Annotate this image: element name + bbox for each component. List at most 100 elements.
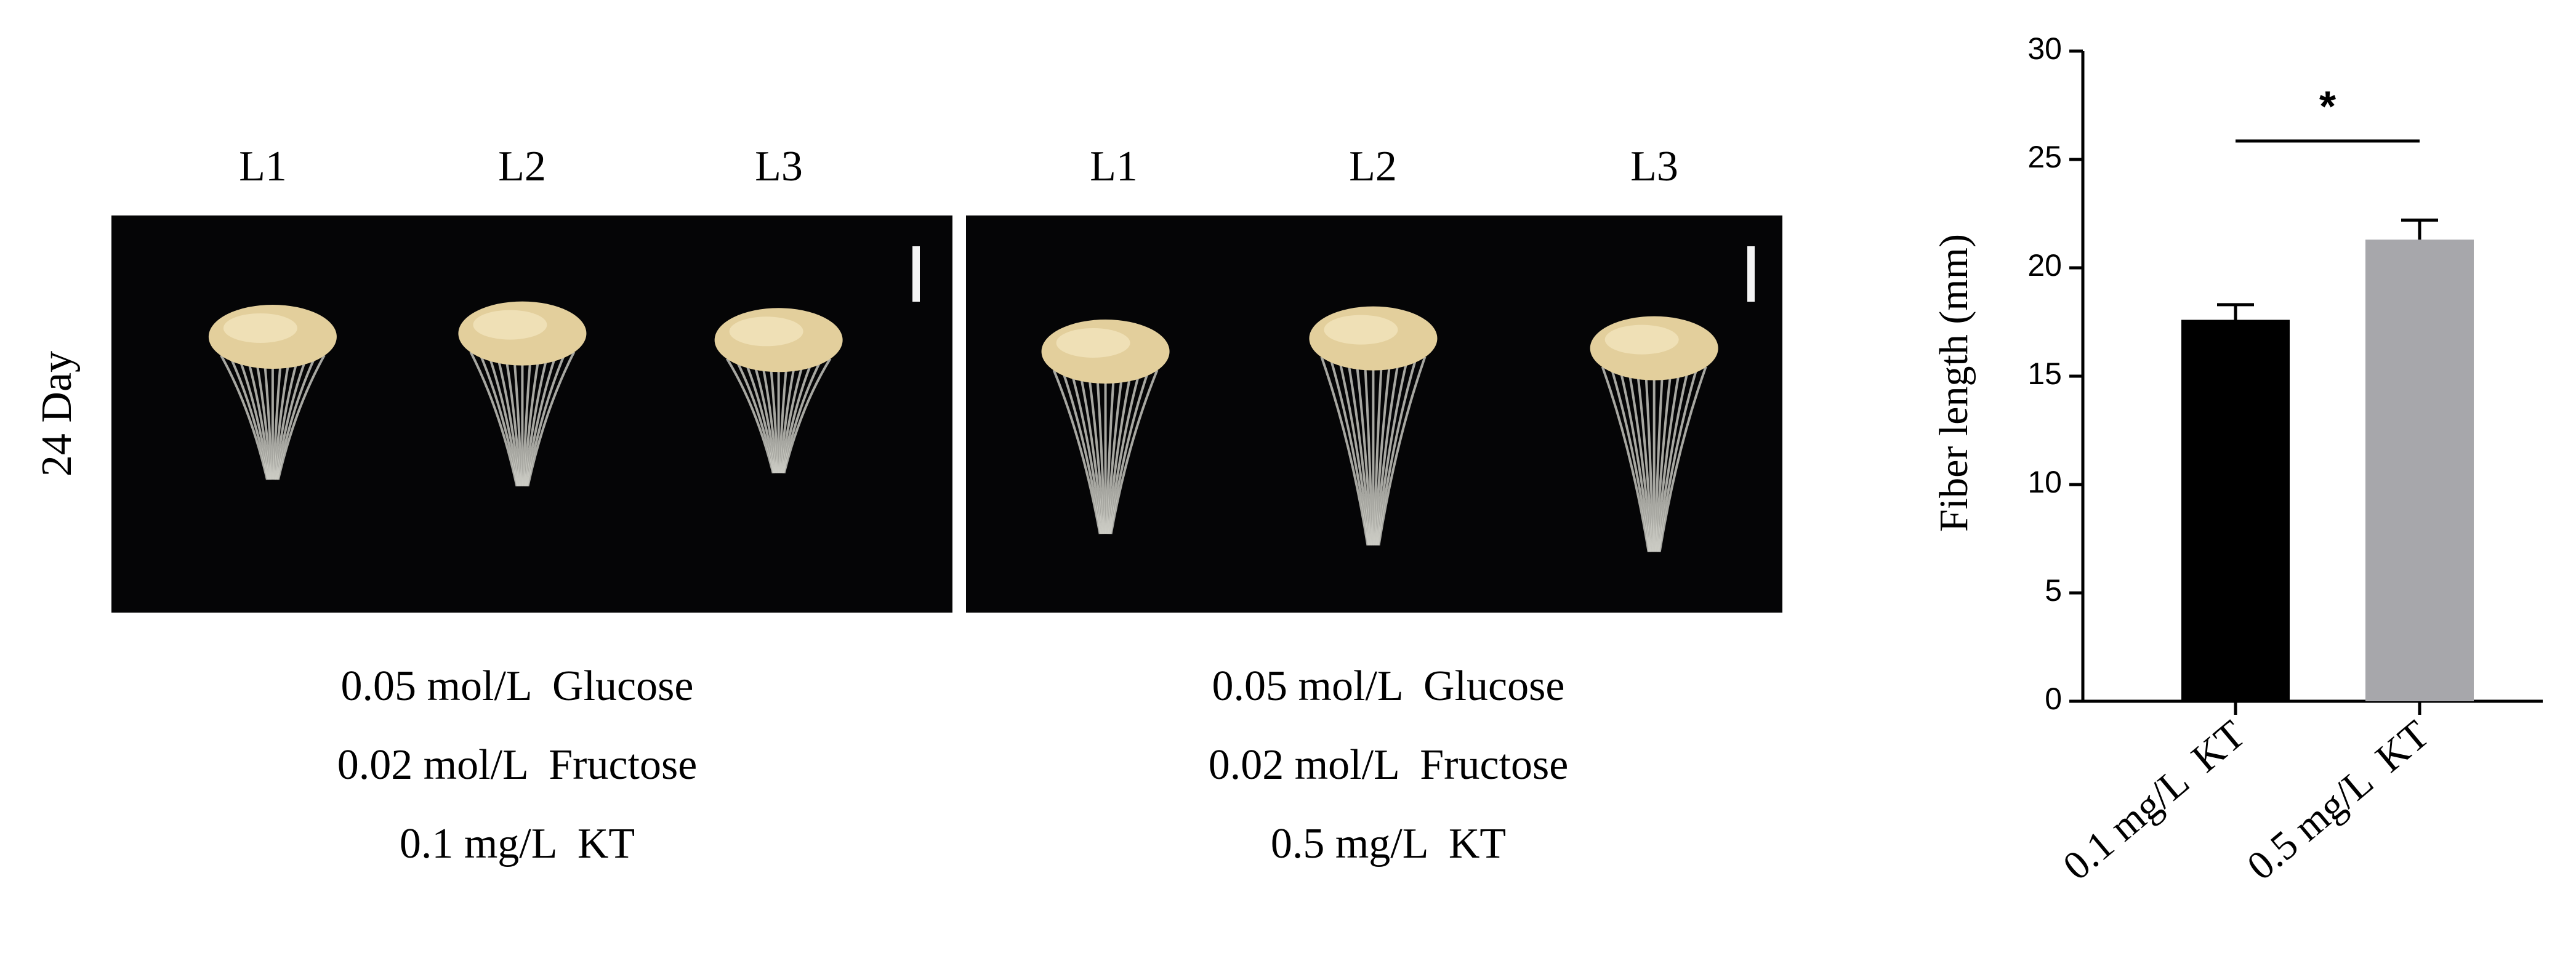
fiber <box>495 352 521 486</box>
column-label: L3 <box>755 143 803 190</box>
fiber <box>523 352 550 486</box>
x-tick-label: 0.5 mg/L KT <box>2239 712 2437 889</box>
fiber <box>486 351 520 487</box>
fiber <box>751 358 778 473</box>
y-axis-label: Fiber length (mm) <box>1931 234 1976 532</box>
fiber <box>245 355 272 480</box>
fiber <box>1106 369 1124 534</box>
fiber <box>1061 369 1103 534</box>
fiber <box>1375 356 1409 545</box>
fiber <box>228 355 270 480</box>
y-tick-label: 15 <box>2027 356 2062 391</box>
fiber <box>1656 366 1690 552</box>
y-tick-label: 20 <box>2027 248 2062 283</box>
fiber <box>1337 356 1371 545</box>
fiber <box>743 358 776 473</box>
column-label: L2 <box>498 143 546 190</box>
caption-line: 0.05 mol/L Glucose <box>341 662 694 710</box>
y-tick-label: 5 <box>2045 573 2062 608</box>
fiber <box>254 355 272 480</box>
fiber <box>1377 356 1427 546</box>
fiber <box>1601 366 1650 552</box>
fiber <box>1108 369 1141 534</box>
y-tick-label: 25 <box>2027 140 2062 174</box>
fiber <box>276 354 326 480</box>
fiber <box>1107 369 1133 534</box>
specimen-highlight <box>1056 328 1130 358</box>
fiber <box>525 351 558 487</box>
fiber <box>504 352 522 486</box>
caption-line: 0.05 mol/L Glucose <box>1212 662 1565 710</box>
fiber <box>780 358 806 473</box>
caption-line: 0.1 mg/L KT <box>400 820 635 867</box>
fiber <box>1372 356 1383 545</box>
fiber <box>512 352 523 486</box>
fiber <box>478 351 519 487</box>
fiber <box>1109 369 1159 534</box>
fiber <box>1363 356 1374 545</box>
specimen-highlight <box>1604 324 1679 355</box>
fiber <box>1635 366 1654 552</box>
fiber <box>523 352 541 486</box>
column-label: L2 <box>1349 143 1397 190</box>
scale-bar <box>912 246 920 302</box>
fiber <box>1109 369 1150 534</box>
fiber <box>1346 356 1372 545</box>
fiber <box>273 355 291 480</box>
fiber <box>220 354 268 480</box>
column-label: L1 <box>239 143 287 190</box>
fiber <box>783 358 832 473</box>
fiber <box>1374 356 1401 545</box>
y-tick-label: 10 <box>2027 465 2062 499</box>
error-bar <box>2401 219 2438 240</box>
fiber <box>274 355 300 480</box>
fiber <box>1376 356 1418 546</box>
specimen-highlight <box>729 316 803 347</box>
column-label: L3 <box>1630 143 1678 190</box>
fiber <box>1654 366 1673 552</box>
fiber <box>1329 356 1370 546</box>
error-bar <box>2217 303 2254 320</box>
bar <box>2365 239 2474 701</box>
fiber <box>1654 366 1664 552</box>
bar <box>2181 320 2290 701</box>
specimen-highlight <box>473 310 547 340</box>
fiber <box>1657 366 1699 552</box>
fiber <box>1095 369 1106 534</box>
caption-line: 0.02 mol/L Fructose <box>1209 741 1569 789</box>
fiber <box>1609 366 1651 552</box>
fiber <box>521 352 533 486</box>
y-tick-label: 30 <box>2027 31 2062 66</box>
fiber <box>1374 356 1392 545</box>
fiber <box>275 355 308 480</box>
fiber <box>1644 366 1655 552</box>
significance-mark: * <box>2319 82 2337 130</box>
fiber <box>276 355 317 480</box>
fiber <box>526 351 576 487</box>
fiber <box>1656 366 1681 552</box>
fiber <box>1320 356 1369 546</box>
fiber <box>1105 369 1116 534</box>
specimen-highlight <box>1324 315 1398 345</box>
fiber <box>1658 366 1707 552</box>
fiber <box>525 351 567 487</box>
fiber <box>1087 369 1105 534</box>
fiber <box>782 358 823 473</box>
y-tick-label: 0 <box>2045 682 2062 716</box>
column-label: L1 <box>1090 143 1138 190</box>
fiber <box>1618 366 1652 552</box>
scale-bar <box>1747 246 1755 302</box>
fiber <box>734 358 776 473</box>
caption-line: 0.5 mg/L KT <box>1271 820 1506 867</box>
fiber <box>1627 366 1653 552</box>
fiber <box>1069 369 1103 534</box>
fiber <box>725 358 775 473</box>
fiber <box>237 355 270 480</box>
caption-line: 0.02 mol/L Fructose <box>337 741 698 789</box>
fiber <box>469 351 518 487</box>
fiber <box>1354 356 1373 545</box>
fiber <box>1078 369 1105 534</box>
fiber <box>781 358 815 473</box>
row-label: 24 Day <box>33 351 81 477</box>
